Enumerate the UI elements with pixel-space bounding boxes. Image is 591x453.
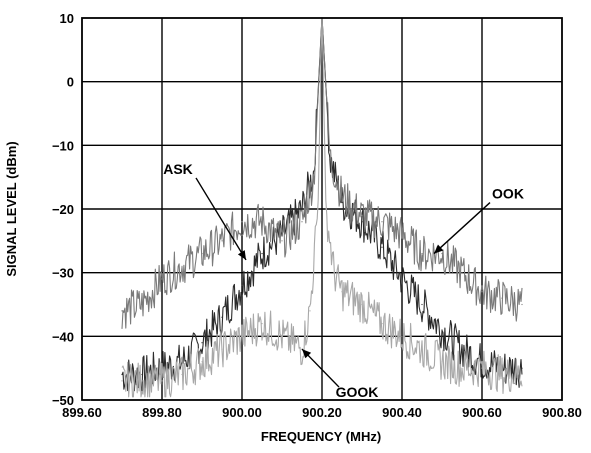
data-point: [461, 367, 463, 369]
plot-frame: [81, 17, 563, 401]
data-point: [121, 380, 123, 382]
data-point: [501, 373, 503, 376]
data-point: [481, 367, 483, 369]
data-point: [333, 272, 335, 274]
y-tick-label: −30: [52, 266, 74, 281]
data-point: [241, 335, 243, 337]
data-point: [181, 373, 183, 376]
data-point: [241, 284, 243, 286]
data-point: [121, 373, 123, 376]
data-point: [441, 329, 443, 331]
data-point: [161, 278, 163, 280]
x-tick-label: 899.60: [62, 405, 102, 420]
data-point: [141, 303, 143, 306]
data-point: [521, 303, 523, 306]
data-point: [301, 221, 303, 223]
data-point: [141, 380, 143, 382]
data-point: [401, 335, 403, 337]
data-point: [481, 291, 483, 293]
data-point: [441, 252, 443, 255]
x-axis-title: FREQUENCY (MHz): [261, 429, 381, 444]
y-tick-label: −50: [52, 393, 74, 408]
annotation-gook: GOOK: [301, 348, 379, 400]
data-point: [121, 310, 123, 312]
data-point: [161, 380, 163, 382]
annotation-arrow-line: [433, 202, 491, 255]
y-tick-label: 10: [60, 11, 74, 26]
annotation-ask: ASK: [163, 161, 247, 261]
data-point: [281, 335, 283, 337]
data-point: [329, 157, 331, 159]
data-point: [501, 297, 503, 299]
data-point: [281, 240, 283, 242]
annotation-arrowhead: [434, 244, 444, 254]
data-point: [441, 361, 443, 363]
data-point: [325, 208, 327, 210]
data-point: [221, 316, 223, 318]
data-point: [181, 265, 183, 267]
plot-border: [81, 17, 563, 401]
grid: [82, 18, 562, 400]
annotation-ook: OOK: [433, 186, 524, 255]
y-tick-label: −10: [52, 138, 74, 153]
tick-labels: 899.60 899.80 900.00 900.20 900.40 900.60 900.…: [52, 11, 582, 420]
annotation-arrow-line: [195, 177, 247, 261]
data-point: [309, 310, 311, 312]
data-point: [421, 348, 423, 350]
data-point: [421, 252, 423, 255]
x-tick-label: 899.80: [142, 405, 182, 420]
data-point: [381, 246, 383, 248]
data-point: [401, 233, 403, 236]
data-point: [221, 348, 223, 350]
y-tick-label: 0: [67, 75, 74, 90]
data-point: [521, 373, 523, 376]
data-point: [141, 373, 143, 376]
x-tick-label: 900.40: [382, 405, 422, 420]
annotations: ASK OOK GOOK: [163, 161, 524, 400]
annotation-label: GOOK: [336, 384, 379, 400]
y-tick-label: −40: [52, 329, 74, 344]
data-point: [381, 323, 383, 325]
data-point: [361, 221, 363, 223]
data-point: [261, 221, 263, 223]
data-point: [261, 252, 263, 255]
data-point: [241, 221, 243, 223]
x-tick-label: 900.20: [302, 405, 342, 420]
data-point: [313, 176, 315, 178]
data-point: [317, 208, 319, 210]
data-point: [201, 361, 203, 363]
annotation-label: OOK: [492, 186, 524, 202]
data-point: [201, 342, 203, 344]
data-point: [221, 240, 223, 242]
annotation-arrowhead: [302, 349, 312, 359]
data-point: [521, 367, 523, 369]
data-point: [341, 202, 343, 204]
annotation-label: ASK: [163, 161, 193, 177]
data-point: [381, 221, 383, 223]
data-point: [301, 208, 303, 210]
annotation-arrowhead: [237, 250, 246, 260]
data-point: [361, 303, 363, 306]
x-tick-label: 900.60: [462, 405, 502, 420]
data-point: [361, 214, 363, 216]
data-point: [401, 278, 403, 280]
y-tick-label: −20: [52, 202, 74, 217]
x-tick-label: 900.80: [542, 405, 582, 420]
data-point: [281, 233, 283, 236]
x-tick-label: 900.00: [222, 405, 262, 420]
data-point: [421, 303, 423, 306]
data-point: [461, 272, 463, 274]
data-point: [341, 291, 343, 293]
data-point: [461, 348, 463, 350]
data-point: [201, 252, 203, 255]
data-point: [341, 195, 343, 197]
data-point: [261, 323, 263, 325]
y-axis-title: SIGNAL LEVEL (dBm): [4, 141, 19, 276]
